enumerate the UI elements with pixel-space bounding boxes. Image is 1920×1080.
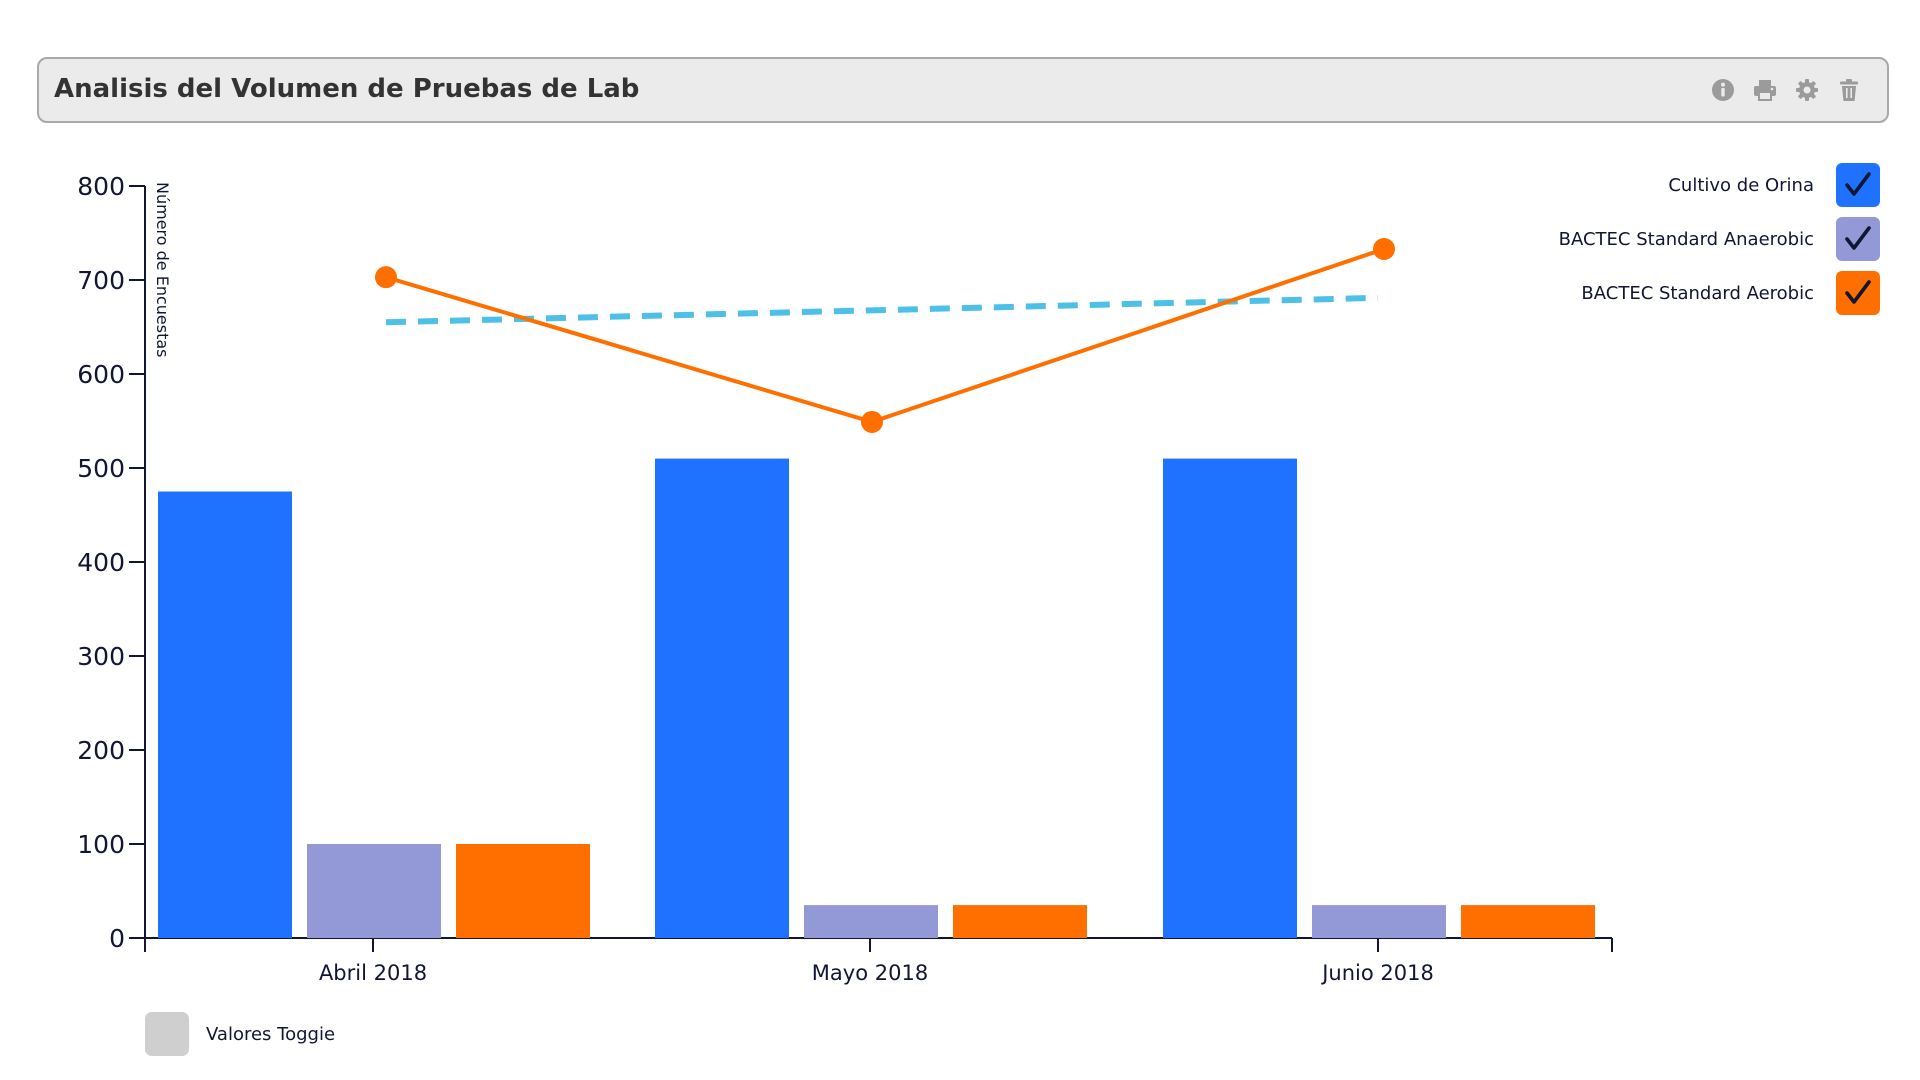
panel-toolbar — [1711, 77, 1861, 103]
trend-line — [385, 294, 1379, 326]
values-toggle-checkbox[interactable] — [145, 1012, 189, 1056]
y-tick-label: 200 — [77, 736, 125, 765]
bar — [456, 844, 590, 938]
bar — [655, 458, 789, 938]
print-icon[interactable] — [1753, 78, 1777, 102]
line-point — [375, 266, 397, 289]
x-tick-label: Junio 2018 — [1320, 961, 1434, 985]
legend-item-bactec-anaerobic[interactable]: BACTEC Standard Anaerobic — [1559, 216, 1880, 262]
y-axis-title: Número de Encuestas — [153, 182, 172, 358]
legend-checkbox[interactable] — [1836, 271, 1880, 315]
gear-icon[interactable] — [1795, 78, 1819, 102]
checkmark-icon — [1845, 172, 1871, 196]
legend-item-cultivo-de-orina[interactable]: Cultivo de Orina — [1559, 162, 1880, 208]
legend-checkbox[interactable] — [1836, 163, 1880, 207]
y-tick-label: 300 — [77, 642, 125, 671]
x-tick-label: Abril 2018 — [319, 961, 427, 985]
bar — [307, 844, 441, 938]
bar — [158, 491, 292, 938]
bar — [953, 905, 1087, 938]
y-tick-label: 800 — [77, 172, 125, 201]
y-tick-label: 600 — [77, 360, 125, 389]
y-tick-label: 500 — [77, 454, 125, 483]
x-axis: Abril 2018 Mayo 2018 Junio 2018 — [144, 937, 1613, 985]
legend-label: Cultivo de Orina — [1668, 174, 1814, 196]
bar — [1163, 458, 1297, 938]
checkmark-icon — [1845, 280, 1871, 304]
legend-checkbox[interactable] — [1836, 217, 1880, 261]
line-point — [861, 410, 883, 433]
line-path — [385, 247, 1385, 424]
bar — [804, 905, 938, 938]
legend: Cultivo de Orina BACTEC Standard Anaerob… — [1559, 162, 1880, 324]
values-toggle-label: Valores Toggie — [206, 1023, 336, 1045]
legend-label: BACTEC Standard Aerobic — [1581, 282, 1814, 304]
bar — [1461, 905, 1595, 938]
y-axis: 0 100 200 300 400 500 600 700 800 — [77, 172, 146, 953]
y-tick-label: 0 — [109, 924, 125, 953]
line-point — [1373, 237, 1395, 260]
trend-line-group — [385, 294, 1379, 326]
x-tick-label: Mayo 2018 — [812, 961, 928, 985]
y-tick-label: 100 — [77, 830, 125, 859]
trash-icon[interactable] — [1837, 78, 1861, 102]
legend-item-bactec-aerobic[interactable]: BACTEC Standard Aerobic — [1559, 270, 1880, 316]
y-tick-label: 400 — [77, 548, 125, 577]
info-icon[interactable] — [1711, 78, 1735, 102]
values-toggle: Valores Toggie — [145, 1012, 335, 1056]
line-series — [375, 237, 1395, 433]
panel-header: Analisis del Volumen de Pruebas de Lab — [37, 57, 1889, 123]
bar — [1312, 905, 1446, 938]
panel-title: Analisis del Volumen de Pruebas de Lab — [54, 74, 640, 104]
bars — [158, 458, 1595, 938]
checkmark-icon — [1845, 226, 1871, 250]
y-tick-label: 700 — [77, 266, 125, 295]
legend-label: BACTEC Standard Anaerobic — [1558, 228, 1814, 250]
